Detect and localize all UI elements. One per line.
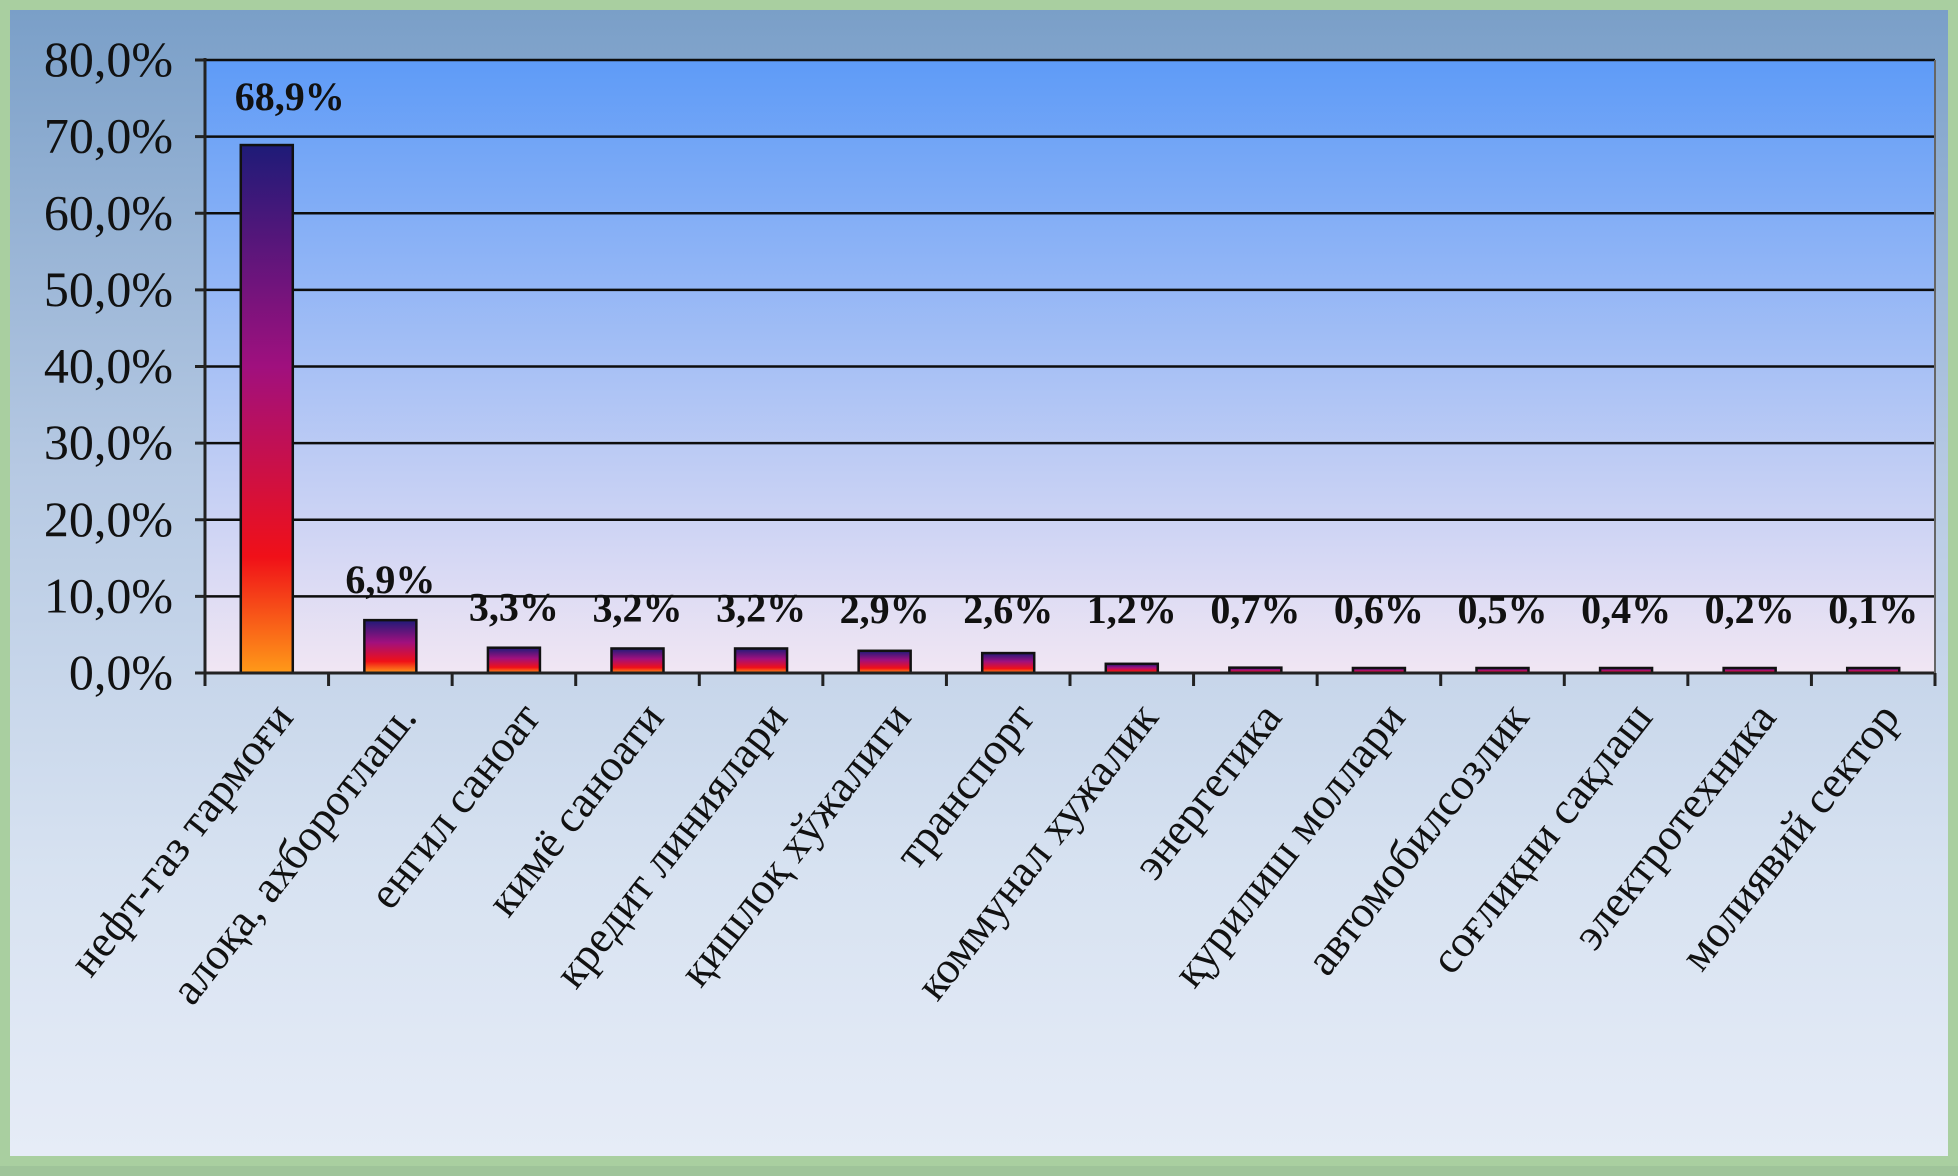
y-tick-label: 0,0% bbox=[69, 644, 173, 700]
data-label: 2,9% bbox=[840, 587, 930, 632]
data-label: 0,4% bbox=[1581, 587, 1671, 632]
x-tick-label: қурилиш моллари bbox=[1163, 693, 1415, 996]
bar bbox=[486, 646, 542, 675]
bar bbox=[733, 647, 789, 675]
data-label: 3,2% bbox=[593, 585, 683, 630]
x-tick-label: автомобилсозлик bbox=[1296, 693, 1539, 984]
data-label: 1,2% bbox=[1087, 587, 1177, 632]
bars bbox=[239, 143, 1901, 675]
y-tick-label: 20,0% bbox=[44, 491, 173, 547]
x-tick-label: соғлиқни сақлаш bbox=[1420, 693, 1661, 982]
data-label: 3,3% bbox=[469, 585, 559, 630]
y-tick-label: 60,0% bbox=[44, 184, 173, 240]
y-tick-labels: 0,0% 10,0% 20,0% 30,0% 40,0% 50,0% 60,0% 70,0% 8… bbox=[44, 31, 173, 700]
y-tick-label: 70,0% bbox=[44, 108, 173, 164]
y-tick-label: 10,0% bbox=[44, 567, 173, 623]
y-tick-label: 80,0% bbox=[44, 31, 173, 87]
bar bbox=[239, 143, 295, 675]
data-label: 0,6% bbox=[1334, 587, 1424, 632]
bar bbox=[857, 649, 912, 675]
data-label: 0,1% bbox=[1828, 587, 1918, 632]
x-tick-label: нефт-газ тармоғи bbox=[59, 693, 302, 985]
bar bbox=[610, 647, 665, 675]
x-tick-label: қишлоқ хўжалиги bbox=[669, 693, 920, 995]
data-label: 2,6% bbox=[963, 587, 1053, 632]
data-label: 68,9% bbox=[235, 74, 345, 119]
data-label: 6,9% bbox=[345, 557, 435, 602]
bar bbox=[980, 651, 1036, 675]
data-label: 0,2% bbox=[1705, 587, 1795, 632]
x-tick-label: молиявий сектор bbox=[1670, 693, 1909, 979]
axes bbox=[195, 58, 1937, 686]
data-label: 0,5% bbox=[1458, 587, 1548, 632]
data-label: 0,7% bbox=[1210, 587, 1300, 632]
bar-chart: 0,0% 10,0% 20,0% 30,0% 40,0% 50,0% 60,0% 70,0% 8… bbox=[44, 31, 1937, 1013]
y-tick-label: 40,0% bbox=[44, 338, 173, 394]
y-tick-label: 30,0% bbox=[44, 414, 173, 470]
data-label: 3,2% bbox=[716, 585, 806, 630]
data-labels: 68,9% 6,9% 3,3% 3,2% 3,2% 2,9% 2,6% 1,2% 0,7% 0,6… bbox=[235, 74, 1918, 632]
x-tick-label: кредит линиялари bbox=[544, 693, 796, 996]
gridlines bbox=[205, 58, 1935, 598]
y-tick-label: 50,0% bbox=[44, 261, 173, 317]
bar bbox=[363, 618, 418, 675]
